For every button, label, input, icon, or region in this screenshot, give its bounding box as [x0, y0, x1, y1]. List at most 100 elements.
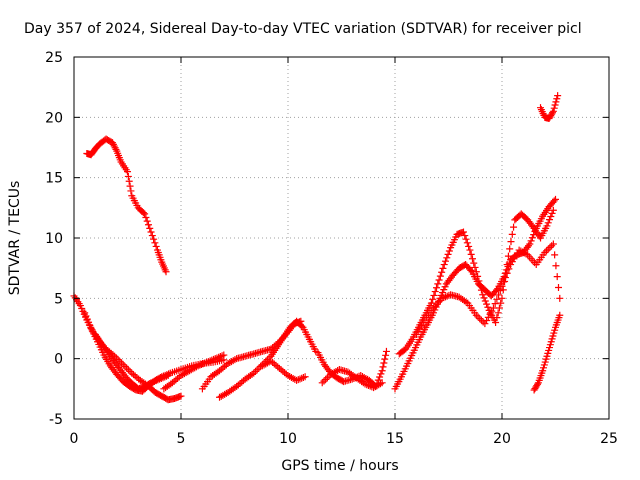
data-point [493, 295, 501, 303]
data-point [218, 352, 226, 360]
data-point [510, 223, 518, 231]
data-point [442, 257, 450, 265]
data-point [215, 353, 223, 361]
data-point [479, 318, 487, 326]
data-point [501, 274, 509, 282]
data-point [159, 374, 167, 382]
y-tick-label: -5 [49, 412, 63, 428]
data-point [382, 351, 390, 359]
data-point [549, 107, 557, 115]
data-point [110, 142, 118, 150]
data-point [551, 101, 559, 109]
series-satellite-i [314, 347, 390, 390]
data-point [467, 266, 475, 274]
data-point [471, 263, 479, 271]
data-point [231, 356, 239, 364]
data-point [546, 216, 554, 224]
data-point [549, 109, 557, 117]
data-point [203, 358, 211, 366]
data-point [381, 355, 389, 363]
data-point [443, 254, 451, 262]
series-satellite-f [216, 317, 320, 401]
data-point [462, 298, 470, 306]
data-point [164, 372, 172, 380]
data-point [147, 228, 155, 236]
data-point [548, 242, 556, 250]
y-axis-label: SDTVAR / TECUs [7, 181, 23, 296]
x-tick-label: 15 [386, 431, 404, 447]
data-point [196, 361, 204, 369]
data-point [139, 209, 147, 217]
data-point [380, 359, 388, 367]
series-satellite-e [160, 351, 228, 393]
data-point [474, 313, 482, 321]
data-point [111, 144, 119, 152]
data-point [152, 242, 160, 250]
data-point [433, 284, 441, 292]
data-point [150, 377, 158, 385]
data-point [440, 294, 448, 302]
data-point [494, 309, 502, 317]
data-point [377, 370, 385, 378]
data-point [543, 247, 551, 255]
data-point [496, 287, 504, 295]
series-satellite-d [91, 331, 172, 393]
data-point [528, 234, 536, 242]
data-point [459, 228, 467, 236]
data-point [213, 354, 221, 362]
data-point [211, 355, 219, 363]
y-tick-label: 20 [45, 110, 63, 126]
data-point [468, 255, 476, 263]
data-point [206, 357, 214, 365]
data-point [483, 317, 491, 325]
data-point [462, 235, 470, 243]
data-point [194, 362, 202, 370]
data-point [376, 373, 384, 381]
data-point [364, 381, 372, 389]
data-point [491, 300, 499, 308]
data-point [544, 219, 552, 227]
data-point [146, 380, 154, 388]
data-point [549, 206, 557, 214]
data-point [549, 240, 557, 248]
data-point [553, 95, 561, 103]
data-point [529, 223, 537, 231]
x-tick-label: 20 [493, 431, 511, 447]
data-point [146, 224, 154, 232]
data-point [525, 242, 533, 250]
data-point [553, 273, 561, 281]
data-point [439, 264, 447, 272]
x-axis-label: GPS time / hours [281, 458, 398, 474]
data-point [151, 239, 159, 247]
x-tick-label: 25 [600, 431, 618, 447]
data-point [527, 237, 535, 245]
data-point [470, 259, 478, 267]
data-point [506, 245, 514, 253]
data-point [543, 222, 551, 230]
data-point [436, 272, 444, 280]
data-point [201, 359, 209, 367]
y-tick-label: 0 [54, 352, 63, 368]
data-point [126, 367, 134, 375]
data-point [556, 294, 564, 302]
data-point [109, 139, 117, 147]
data-point [157, 374, 165, 382]
data-point [378, 379, 386, 387]
data-point [296, 375, 304, 383]
data-point [498, 294, 506, 302]
data-point [141, 210, 149, 218]
data-point [488, 307, 496, 315]
data-point [443, 292, 451, 300]
data-point [472, 268, 480, 276]
data-point [556, 311, 564, 319]
data-point [162, 372, 170, 380]
data-point [489, 304, 497, 312]
data-point [83, 315, 91, 323]
data-point [376, 380, 384, 388]
data-point [143, 217, 151, 225]
data-point [216, 352, 224, 360]
data-point [318, 379, 326, 387]
data-point [503, 269, 511, 277]
data-point [103, 347, 111, 355]
